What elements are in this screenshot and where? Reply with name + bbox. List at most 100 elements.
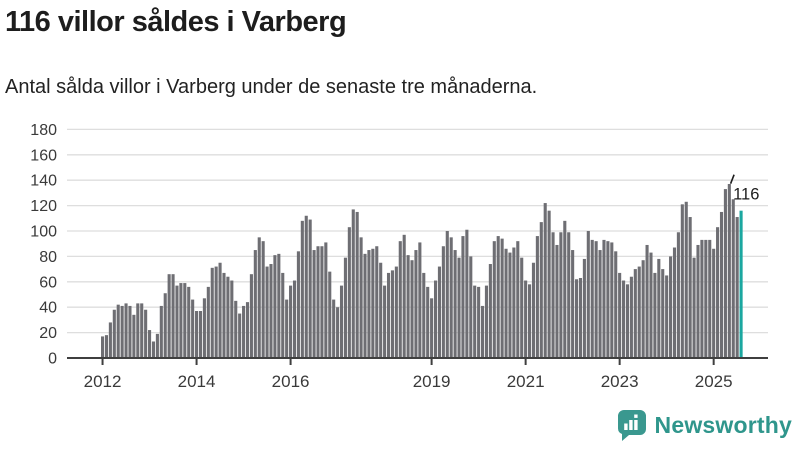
- bar: [633, 269, 637, 358]
- bar: [571, 250, 575, 358]
- bar: [512, 247, 516, 358]
- bar: [191, 299, 195, 358]
- bar: [433, 280, 438, 358]
- bar: [688, 217, 692, 358]
- bar: [332, 299, 336, 358]
- bar: [296, 251, 300, 358]
- bar: [159, 305, 163, 358]
- bar: [140, 303, 144, 358]
- bar: [394, 266, 398, 358]
- bar: [508, 252, 512, 358]
- bar: [680, 204, 684, 358]
- bar: [343, 257, 347, 358]
- bar: [422, 272, 426, 358]
- page-title: 116 villor såldes i Varberg: [5, 6, 347, 38]
- bar: [637, 266, 641, 358]
- bar: [516, 241, 520, 358]
- bar: [492, 241, 496, 358]
- bar: [148, 330, 152, 358]
- bar: [539, 222, 543, 358]
- bar: [700, 239, 704, 358]
- bar: [457, 257, 461, 358]
- bar: [618, 272, 622, 358]
- bar: [222, 272, 226, 358]
- bar: [547, 210, 551, 358]
- bar: [586, 231, 590, 358]
- bar: [665, 275, 669, 358]
- bar: [281, 272, 285, 358]
- bar-chart-speech-bubble-icon: [617, 410, 646, 441]
- bar: [187, 286, 191, 358]
- bar: [245, 302, 250, 358]
- newsworthy-logo[interactable]: Newsworthy: [617, 408, 792, 442]
- bar: [704, 239, 708, 358]
- bar: [696, 244, 700, 358]
- bar: [214, 266, 218, 358]
- bar: [629, 276, 633, 358]
- bar: [669, 256, 673, 358]
- bar: [453, 250, 457, 358]
- bar: [265, 266, 269, 358]
- bar: [731, 199, 735, 358]
- bar: [567, 232, 571, 358]
- bar: [386, 272, 391, 358]
- y-axis-tick-label: 100: [30, 224, 57, 241]
- bar: [563, 220, 567, 358]
- bar: [437, 266, 441, 358]
- bar: [410, 260, 414, 358]
- bar: [175, 285, 179, 358]
- bar: [163, 293, 167, 358]
- bar: [500, 238, 504, 358]
- bar: [359, 237, 363, 358]
- bar: [144, 309, 148, 358]
- bar: [108, 322, 112, 358]
- bar: [171, 274, 175, 358]
- bar: [304, 215, 308, 358]
- bar: [116, 304, 120, 358]
- y-axis-tick-label: 140: [30, 173, 57, 190]
- bar: [234, 300, 238, 358]
- bar: [195, 311, 199, 358]
- bar: [269, 264, 273, 358]
- bar: [543, 203, 547, 358]
- bar: [535, 236, 539, 358]
- bar: [527, 284, 532, 358]
- bar: [316, 246, 320, 358]
- bar: [398, 241, 402, 358]
- bar: [598, 250, 602, 358]
- y-axis-tick-label: 160: [30, 147, 57, 164]
- bar: [610, 242, 614, 358]
- x-axis-tick-label: 2012: [84, 372, 122, 391]
- x-axis-tick-label: 2025: [695, 372, 733, 391]
- bar: [112, 309, 116, 358]
- bar: [355, 211, 359, 358]
- y-axis-tick-label: 40: [39, 300, 57, 317]
- bar: [308, 219, 312, 358]
- bar: [257, 237, 261, 358]
- bar: [230, 280, 234, 358]
- bar: [289, 285, 293, 358]
- bar: [406, 255, 410, 358]
- bar: [602, 239, 606, 358]
- bar: [300, 220, 304, 358]
- bar: [430, 298, 434, 358]
- bar: [555, 244, 559, 358]
- bar: [132, 314, 136, 358]
- bar: [641, 260, 645, 358]
- bar: [261, 241, 265, 358]
- bar: [104, 335, 109, 358]
- bar: [383, 285, 387, 358]
- bar: [653, 272, 657, 358]
- bar: [277, 253, 281, 358]
- bar: [661, 269, 665, 358]
- bar: [202, 298, 206, 358]
- y-axis-tick-label: 20: [39, 325, 57, 342]
- bar: [676, 232, 680, 358]
- bar: [657, 258, 661, 358]
- bar: [167, 274, 171, 358]
- bar: [606, 241, 610, 358]
- bar: [242, 305, 246, 358]
- bar: [218, 262, 222, 358]
